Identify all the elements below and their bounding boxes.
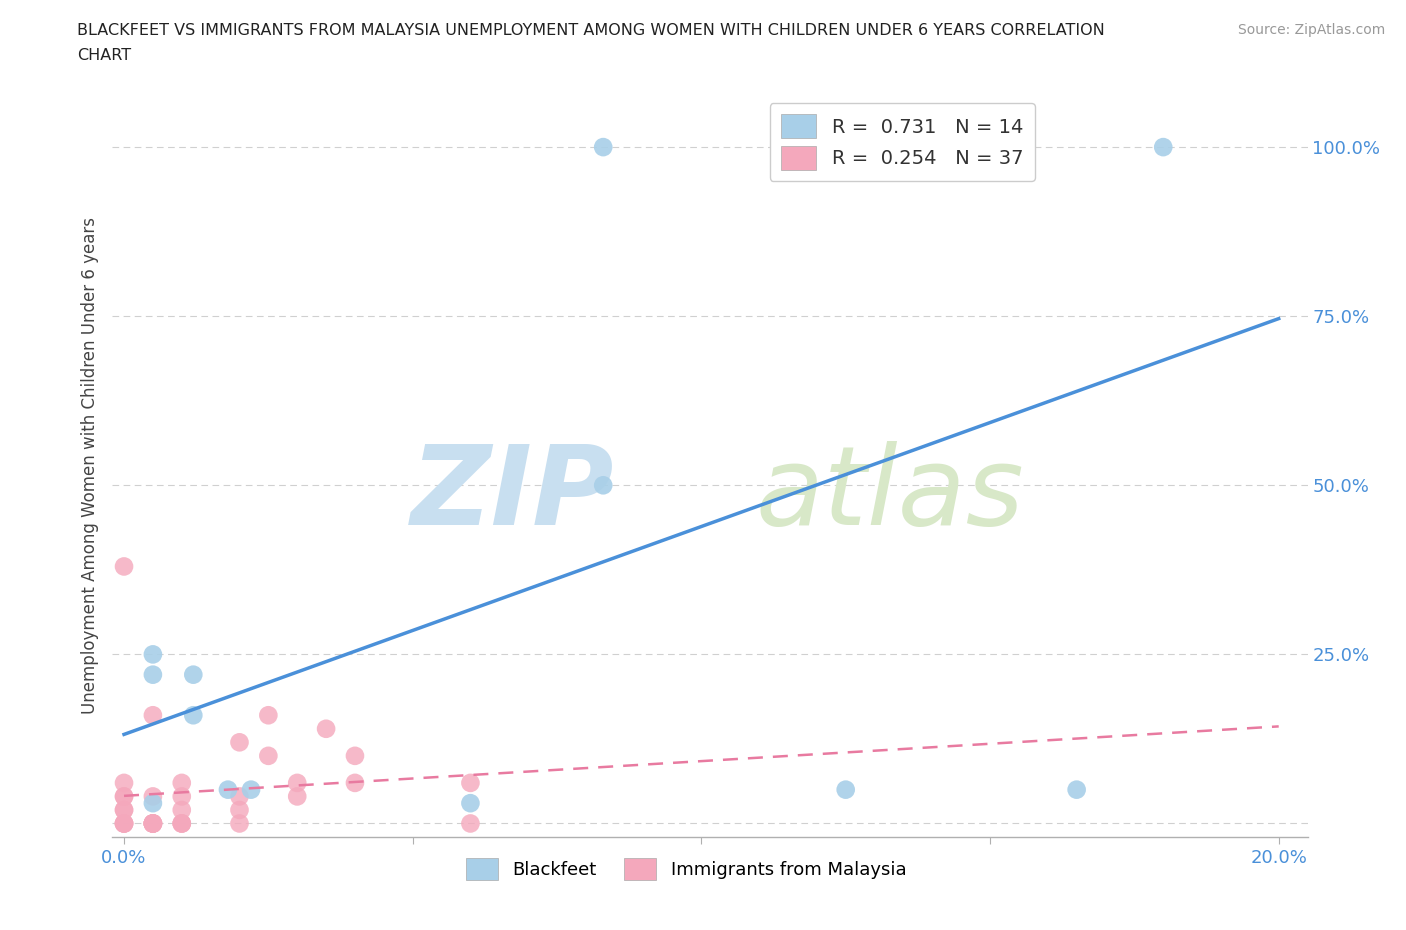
Point: [112, 816, 135, 830]
Point: [181, 667, 204, 682]
Point: [142, 816, 165, 830]
Point: [142, 708, 165, 723]
Text: BLACKFEET VS IMMIGRANTS FROM MALAYSIA UNEMPLOYMENT AMONG WOMEN WITH CHILDREN UND: BLACKFEET VS IMMIGRANTS FROM MALAYSIA UN…: [77, 23, 1105, 38]
Point: [181, 708, 204, 723]
Point: [228, 803, 250, 817]
Point: [112, 816, 135, 830]
Point: [257, 749, 280, 764]
Point: [170, 789, 193, 804]
Point: [112, 816, 135, 830]
Point: [285, 776, 308, 790]
Text: CHART: CHART: [77, 48, 131, 63]
Point: [240, 782, 263, 797]
Point: [228, 789, 250, 804]
Point: [343, 749, 366, 764]
Legend: Blackfeet, Immigrants from Malaysia: Blackfeet, Immigrants from Malaysia: [458, 851, 914, 887]
Point: [217, 782, 239, 797]
Point: [142, 667, 165, 682]
Point: [228, 735, 250, 750]
Point: [112, 789, 135, 804]
Point: [142, 816, 165, 830]
Point: [112, 803, 135, 817]
Point: [142, 816, 165, 830]
Point: [460, 816, 482, 830]
Point: [170, 803, 193, 817]
Point: [142, 816, 165, 830]
Point: [112, 776, 135, 790]
Point: [228, 816, 250, 830]
Point: [112, 789, 135, 804]
Point: [460, 796, 482, 811]
Point: [592, 478, 614, 493]
Point: [834, 782, 856, 797]
Point: [170, 816, 193, 830]
Point: [1152, 140, 1174, 154]
Point: [112, 803, 135, 817]
Point: [257, 708, 280, 723]
Point: [315, 722, 337, 737]
Point: [170, 816, 193, 830]
Point: [592, 140, 614, 154]
Point: [112, 816, 135, 830]
Point: [170, 816, 193, 830]
Point: [142, 816, 165, 830]
Point: [142, 789, 165, 804]
Point: [142, 796, 165, 811]
Point: [142, 816, 165, 830]
Point: [834, 140, 856, 154]
Point: [142, 647, 165, 662]
Point: [112, 559, 135, 574]
Point: [460, 776, 482, 790]
Point: [285, 789, 308, 804]
Point: [343, 776, 366, 790]
Point: [1066, 782, 1088, 797]
Text: atlas: atlas: [755, 441, 1024, 549]
Text: Source: ZipAtlas.com: Source: ZipAtlas.com: [1237, 23, 1385, 37]
Text: ZIP: ZIP: [411, 441, 614, 549]
Y-axis label: Unemployment Among Women with Children Under 6 years: Unemployment Among Women with Children U…: [80, 217, 98, 713]
Point: [170, 776, 193, 790]
